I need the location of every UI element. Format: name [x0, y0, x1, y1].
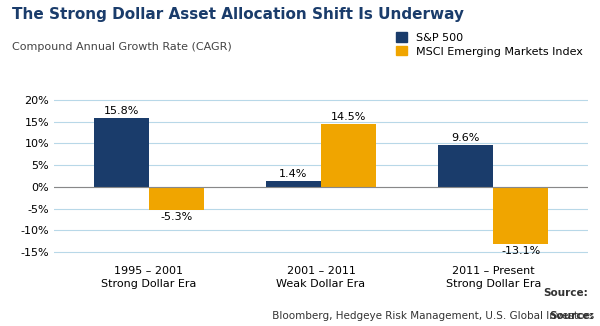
Bar	[321, 124, 376, 187]
Bar	[438, 145, 493, 187]
Text: The Strong Dollar Asset Allocation Shift Is Underway: The Strong Dollar Asset Allocation Shift…	[12, 7, 464, 22]
Text: Bloomberg, Hedgeye Risk Management, U.S. Global Investors: Bloomberg, Hedgeye Risk Management, U.S.…	[269, 311, 594, 321]
Bar	[94, 118, 149, 187]
Text: Source:: Source:	[549, 311, 594, 321]
Bar	[493, 187, 548, 244]
Text: 15.8%: 15.8%	[103, 106, 139, 116]
Bar	[149, 187, 204, 210]
Text: 9.6%: 9.6%	[452, 133, 480, 143]
Bar	[266, 181, 321, 187]
Text: Compound Annual Growth Rate (CAGR): Compound Annual Growth Rate (CAGR)	[12, 42, 232, 52]
Text: Source:: Source:	[543, 288, 588, 298]
Text: 14.5%: 14.5%	[331, 112, 366, 122]
Text: -13.1%: -13.1%	[501, 246, 541, 256]
Text: 1.4%: 1.4%	[279, 169, 308, 179]
Text: -5.3%: -5.3%	[160, 212, 193, 222]
Legend: S&P 500, MSCI Emerging Markets Index: S&P 500, MSCI Emerging Markets Index	[395, 32, 583, 57]
